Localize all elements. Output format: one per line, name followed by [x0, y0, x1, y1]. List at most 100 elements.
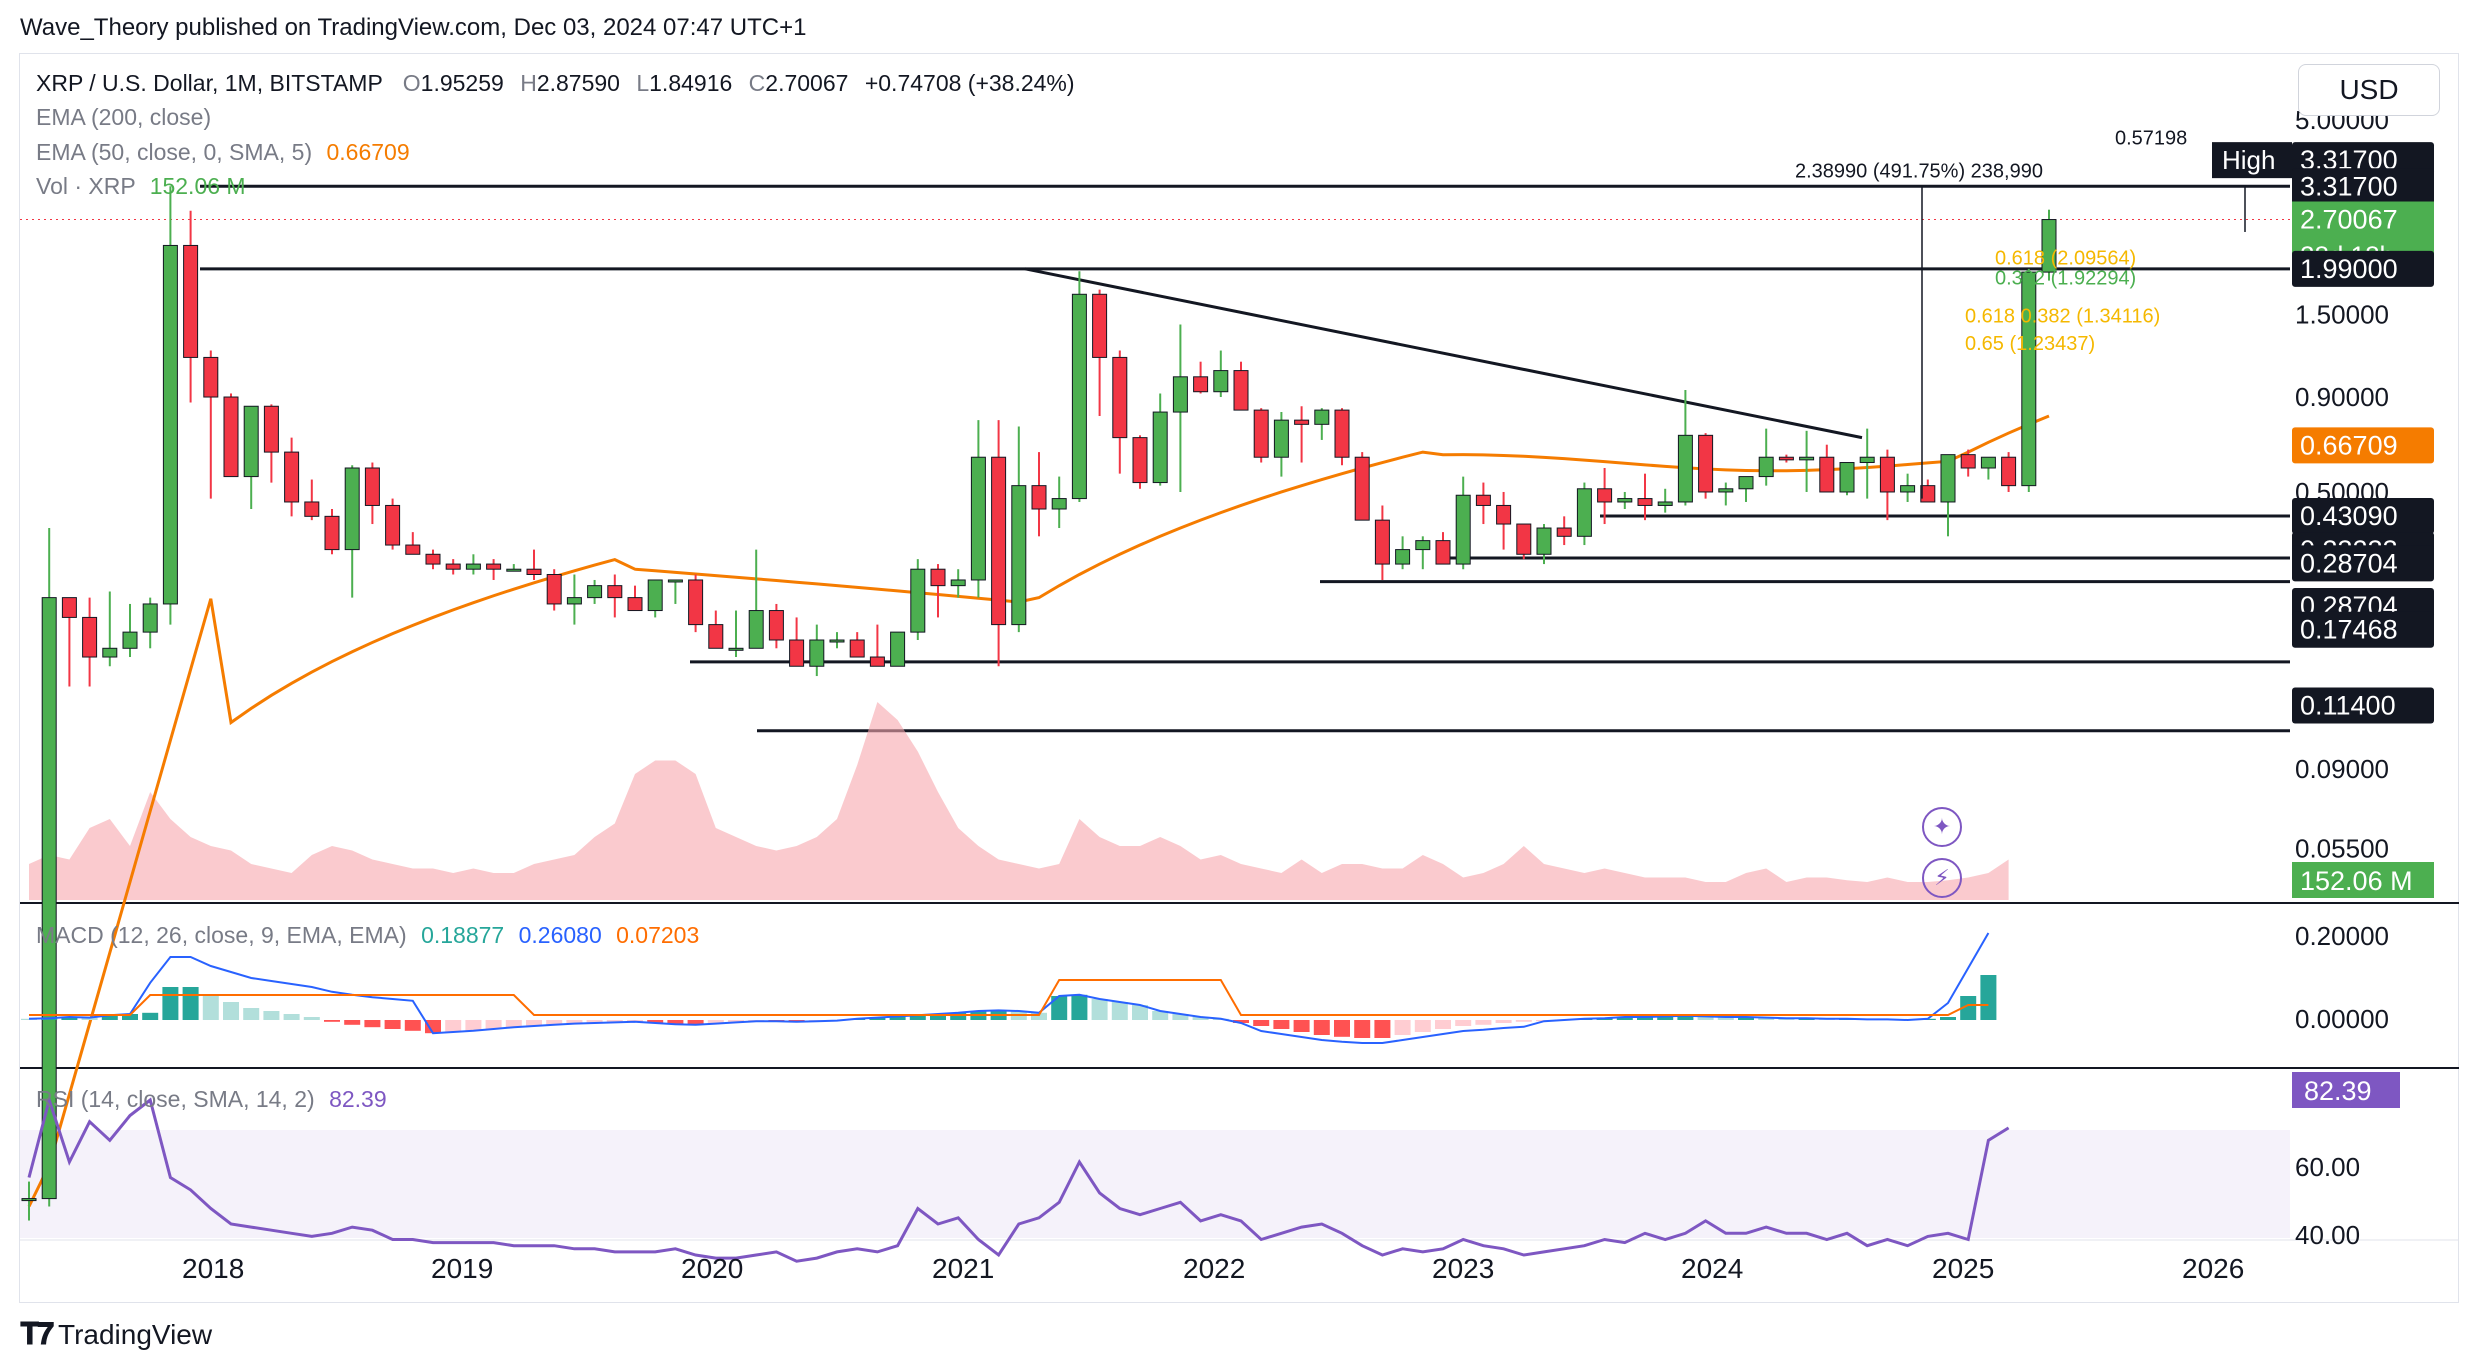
macd-signal-line: [29, 979, 1989, 1016]
candle-body: [1698, 434, 1714, 493]
macd-histogram-bar: [1495, 1020, 1512, 1023]
macd-histogram-bar: [1233, 1020, 1249, 1023]
macd-histogram-bar: [1071, 994, 1088, 1020]
candle-body: [667, 579, 683, 583]
candle-body: [1071, 293, 1087, 500]
candle-body: [1839, 462, 1855, 493]
open-value: 1.95259: [420, 70, 504, 96]
price-label-level: 0.11400: [2300, 690, 2396, 720]
candle-body: [809, 639, 825, 667]
sparkle-icon[interactable]: ✦: [1922, 807, 1962, 847]
close-label: C: [748, 70, 766, 96]
rsi-legend: RSI (14, close, SMA, 14, 2) 82.39: [36, 1086, 387, 1113]
currency-button[interactable]: USD: [2298, 64, 2440, 116]
candle-body: [1334, 409, 1350, 458]
rsi-value-tag: 82.39: [2304, 1076, 2372, 1106]
price-label-level-bg: [2292, 687, 2434, 724]
macd-histogram-bar: [1738, 1017, 1754, 1020]
candle-body: [61, 597, 77, 618]
candle-body: [1374, 519, 1390, 565]
macd-histogram-bar: [1940, 1017, 1956, 1020]
macd-histogram-bar: [1717, 1017, 1734, 1020]
macd-legend: MACD (12, 26, close, 9, EMA, EMA) 0.1887…: [36, 922, 699, 949]
macd-histogram-bar: [505, 1020, 522, 1028]
candle-body: [1112, 356, 1128, 439]
candle-body: [991, 456, 1007, 626]
candle-body: [21, 1198, 37, 1202]
price-label-level-bg: [2292, 545, 2434, 582]
macd-histogram-bar: [425, 1020, 441, 1034]
high-tag-label: High: [2222, 145, 2275, 175]
candle-body: [1395, 549, 1411, 565]
candle-body: [1576, 488, 1592, 537]
macd-histogram-bar: [404, 1020, 421, 1031]
candle-body: [1920, 485, 1936, 503]
candle-body: [1799, 456, 1815, 461]
macd-histogram-bar: [142, 1012, 159, 1020]
candle-body: [486, 563, 502, 570]
macd-histogram-bar: [1192, 1017, 1209, 1020]
price-label-level: 1.99000: [2300, 254, 2398, 284]
ema50-label: EMA (50, close, 0, SMA, 5): [36, 139, 313, 165]
candle-body: [748, 610, 764, 649]
ema50-value: 0.66709: [326, 139, 410, 165]
candle-body: [1354, 456, 1370, 521]
macd-histogram-bar: [1657, 1016, 1674, 1020]
alert-icon[interactable]: ⚡: [1922, 858, 1962, 898]
macd-histogram-bar: [344, 1020, 361, 1025]
candle-body: [344, 467, 360, 551]
fib-label: 0.57198: [2115, 127, 2187, 149]
price-tick-label: 0.90000: [2295, 382, 2389, 412]
candle-body: [1657, 501, 1673, 506]
trendline: [1024, 267, 1863, 440]
candle-body: [526, 568, 542, 575]
tradingview-logo-icon: 𝐓𝟕: [20, 1318, 54, 1351]
candle-body: [1475, 494, 1491, 506]
candle-body: [1435, 540, 1451, 565]
macd-histogram-bar: [61, 1017, 78, 1020]
volume-tag-bg: [2292, 862, 2434, 898]
macd-histogram-bar: [1414, 1020, 1431, 1032]
macd-line: [28, 932, 1990, 1044]
candle-body: [1879, 456, 1895, 493]
candle-body: [1455, 494, 1471, 565]
macd-histogram-bar: [1980, 975, 1997, 1020]
price-tick-label: 0.05500: [2295, 834, 2389, 864]
candle-body: [1597, 488, 1613, 503]
macd-histogram-bar: [182, 987, 199, 1020]
high-tag-bg: [2212, 142, 2292, 179]
candle-body: [82, 616, 98, 658]
candle-body: [364, 467, 380, 506]
publisher-line: Wave_Theory published on TradingView.com…: [20, 14, 807, 41]
macd-histogram-bar: [364, 1020, 381, 1028]
candle-body: [425, 553, 441, 565]
macd-histogram-bar: [667, 1020, 684, 1025]
candle-body: [789, 639, 805, 667]
macd-line-value: 0.26080: [518, 922, 602, 948]
candle-body: [869, 656, 885, 667]
candle-body: [1273, 419, 1289, 458]
macd-histogram-bar: [1475, 1020, 1492, 1025]
price-label-level: 3.31700: [2300, 171, 2398, 201]
rsi-band: [20, 1130, 2290, 1238]
footer-brand[interactable]: 𝐓𝟕 TradingView: [20, 1318, 212, 1352]
candle-body: [1758, 456, 1774, 478]
candle-body: [607, 585, 623, 599]
candle-body: [768, 610, 784, 641]
macd-histogram-bar: [1293, 1020, 1310, 1032]
macd-histogram-bar: [647, 1020, 664, 1023]
macd-histogram-bar: [909, 1015, 926, 1020]
chart-frame[interactable]: [19, 53, 2459, 1303]
candle-body: [1637, 498, 1653, 506]
candle-body: [1778, 456, 1794, 461]
candle-body: [506, 568, 522, 572]
ema200-label: EMA (200, close): [36, 104, 212, 130]
macd-histogram-bar: [1031, 1012, 1047, 1020]
candle-body: [708, 624, 724, 649]
macd-histogram-bar: [586, 1020, 603, 1023]
candle-body: [2041, 219, 2057, 273]
candle-body: [587, 585, 603, 599]
macd-label: MACD (12, 26, close, 9, EMA, EMA): [36, 922, 407, 948]
candle-body: [1516, 523, 1532, 555]
